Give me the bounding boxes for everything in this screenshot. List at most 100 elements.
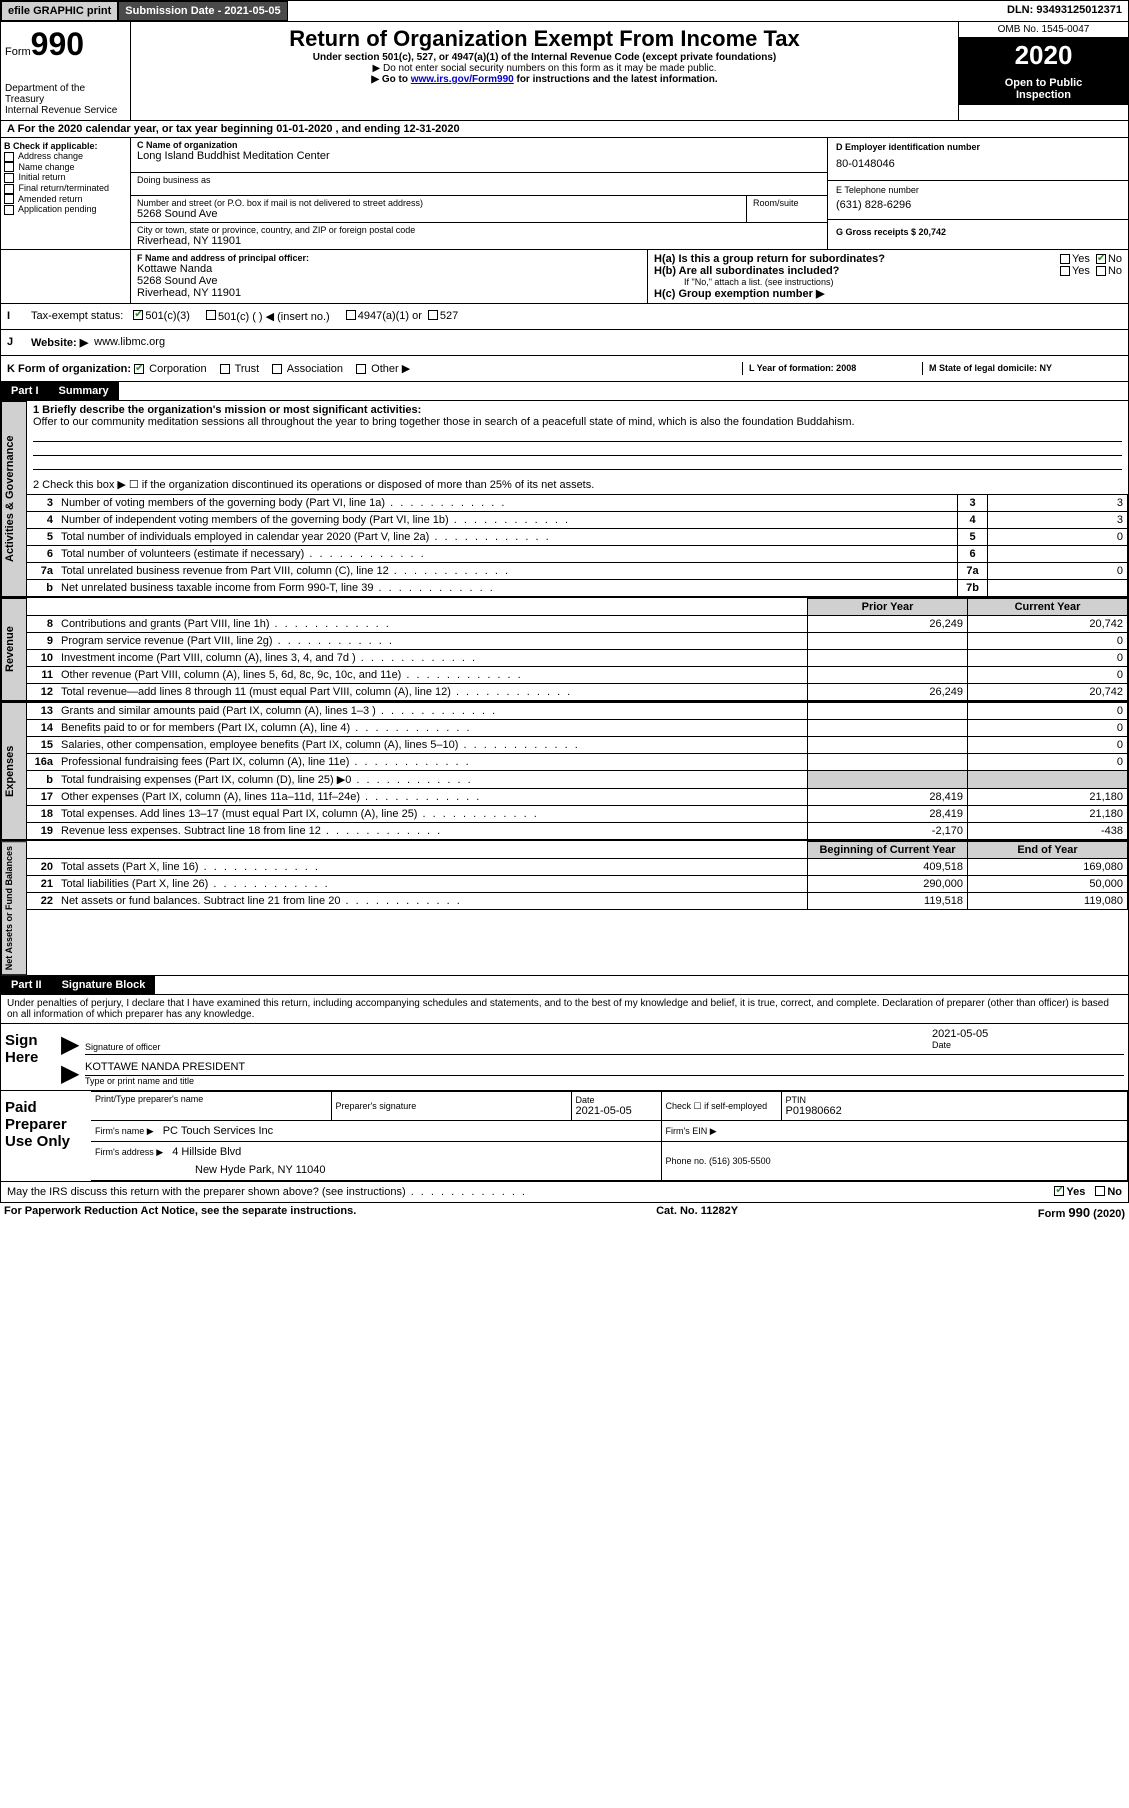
- opt-527: 527: [440, 310, 458, 323]
- tax-exempt-label: Tax-exempt status:: [31, 310, 123, 323]
- ptin-value: P01980662: [786, 1105, 1124, 1117]
- line-row: 14 Benefits paid to or for members (Part…: [27, 720, 1128, 737]
- discuss-no-checkbox[interactable]: [1095, 1186, 1105, 1196]
- 501c-checkbox[interactable]: [206, 310, 216, 320]
- part-ii-declaration: Under penalties of perjury, I declare th…: [0, 995, 1129, 1024]
- officer-addr2: Riverhead, NY 11901: [137, 287, 641, 299]
- open-to-public: Open to Public Inspection: [959, 73, 1128, 105]
- go-to-suffix: for instructions and the latest informat…: [514, 74, 718, 85]
- line-row: 19 Revenue less expenses. Subtract line …: [27, 823, 1128, 840]
- firm-addr-label: Firm's address ▶: [95, 1147, 163, 1157]
- line-row: 20 Total assets (Part X, line 16) 409,51…: [27, 859, 1128, 876]
- website-label: Website: ▶: [31, 336, 88, 349]
- efile-print-button[interactable]: efile GRAPHIC print: [1, 1, 118, 21]
- hdr-beg: Beginning of Current Year: [808, 842, 968, 859]
- city-value: Riverhead, NY 11901: [137, 235, 821, 247]
- ptin-label: PTIN: [786, 1095, 1124, 1105]
- ha-yes-checkbox[interactable]: [1060, 254, 1070, 264]
- 501c3-checkbox[interactable]: [133, 310, 143, 320]
- sign-here-block: Sign Here ▶▶ Signature of officer 2021-0…: [0, 1024, 1129, 1091]
- part-ii-num: Part II: [1, 976, 52, 994]
- vert-exp-label: Expenses: [1, 702, 27, 840]
- h-note: If "No," attach a list. (see instruction…: [654, 277, 1122, 287]
- sig-officer-label: Signature of officer: [85, 1042, 924, 1052]
- firm-name: PC Touch Services Inc: [163, 1125, 273, 1137]
- b-opt-0-checkbox[interactable]: [4, 152, 14, 162]
- sign-here-label: Sign Here: [1, 1024, 61, 1090]
- firm-ein-label: Firm's EIN ▶: [666, 1126, 717, 1136]
- 527-checkbox[interactable]: [428, 310, 438, 320]
- b-opt-1-checkbox[interactable]: [4, 162, 14, 172]
- firm-phone: Phone no. (516) 305-5500: [666, 1156, 771, 1166]
- section-k-label: K Form of organization:: [7, 363, 131, 375]
- b-opt-5-checkbox[interactable]: [4, 205, 14, 215]
- assoc-checkbox[interactable]: [272, 364, 282, 374]
- trust-checkbox[interactable]: [220, 364, 230, 374]
- hc-label: H(c) Group exemption number ▶: [654, 287, 1122, 300]
- corp-checkbox[interactable]: [134, 364, 144, 374]
- vert-net-label: Net Assets or Fund Balances: [1, 841, 27, 975]
- b-opt-2-checkbox[interactable]: [4, 173, 14, 183]
- hdr-end: End of Year: [968, 842, 1128, 859]
- main-title: Return of Organization Exempt From Incom…: [135, 26, 954, 52]
- section-a-text: A For the 2020 calendar year, or tax yea…: [7, 123, 460, 135]
- vert-ag-label: Activities & Governance: [1, 401, 27, 597]
- line-row: 13 Grants and similar amounts paid (Part…: [27, 703, 1128, 720]
- ein-label: D Employer identification number: [836, 142, 1120, 152]
- ha-no-checkbox[interactable]: [1096, 254, 1106, 264]
- opt-501c: 501(c) ( ) ◀ (insert no.): [218, 310, 330, 323]
- line-row: b Total fundraising expenses (Part IX, c…: [27, 771, 1128, 789]
- line-row: 12 Total revenue—add lines 8 through 11 …: [27, 684, 1128, 701]
- room-label: Room/suite: [753, 198, 821, 208]
- firm-addr2: New Hyde Park, NY 11040: [95, 1158, 657, 1176]
- sign-date: 2021-05-05: [932, 1028, 1124, 1040]
- section-b: B Check if applicable: Address change Na…: [1, 138, 131, 249]
- b-opt-3-checkbox[interactable]: [4, 184, 14, 194]
- section-b-option: Application pending: [4, 204, 127, 215]
- b-opt-4-checkbox[interactable]: [4, 194, 14, 204]
- part-i-title: Summary: [49, 382, 119, 400]
- section-b-option: Name change: [4, 162, 127, 173]
- officer-addr1: 5268 Sound Ave: [137, 275, 641, 287]
- inspect-line2: Inspection: [963, 89, 1124, 101]
- hb-label: H(b) Are all subordinates included?: [654, 265, 1060, 277]
- org-name: Long Island Buddhist Meditation Center: [137, 150, 821, 162]
- line-row: 15 Salaries, other compensation, employe…: [27, 737, 1128, 754]
- netassets-block: Net Assets or Fund Balances Beginning of…: [0, 841, 1129, 976]
- subtitle-3: ▶ Go to www.irs.gov/Form990 for instruct…: [135, 74, 954, 85]
- section-c-label: C Name of organization: [137, 140, 821, 150]
- part-ii-title: Signature Block: [52, 976, 156, 994]
- hb-yes-checkbox[interactable]: [1060, 266, 1070, 276]
- section-f-label: F Name and address of principal officer:: [137, 253, 641, 263]
- 4947-checkbox[interactable]: [346, 310, 356, 320]
- opt-other: Other ▶: [371, 363, 410, 375]
- section-f: F Name and address of principal officer:…: [131, 250, 648, 303]
- other-checkbox[interactable]: [356, 364, 366, 374]
- ag-row: 3 Number of voting members of the govern…: [27, 495, 1128, 512]
- ein-value: 80-0148046: [836, 152, 1120, 176]
- inspect-line1: Open to Public: [963, 77, 1124, 89]
- ag-row: b Net unrelated business taxable income …: [27, 580, 1128, 597]
- line-row: 22 Net assets or fund balances. Subtract…: [27, 893, 1128, 910]
- hb-no: No: [1108, 265, 1122, 277]
- hb-no-checkbox[interactable]: [1096, 266, 1106, 276]
- line-row: 16a Professional fundraising fees (Part …: [27, 754, 1128, 771]
- firm-name-label: Firm's name ▶: [95, 1126, 154, 1136]
- section-b-option: Final return/terminated: [4, 183, 127, 194]
- ha-yes: Yes: [1072, 253, 1090, 265]
- line-row: 11 Other revenue (Part VIII, column (A),…: [27, 667, 1128, 684]
- year-formation: L Year of formation: 2008: [749, 363, 856, 373]
- section-b-option: Initial return: [4, 172, 127, 183]
- irs-link[interactable]: www.irs.gov/Form990: [411, 74, 514, 85]
- prep-date-label: Date: [576, 1095, 657, 1105]
- section-a: A For the 2020 calendar year, or tax yea…: [0, 121, 1129, 138]
- sections-f-h: F Name and address of principal officer:…: [0, 250, 1129, 304]
- discuss-yes-checkbox[interactable]: [1054, 1186, 1064, 1196]
- opt-501c3: 501(c)(3): [145, 310, 190, 323]
- phone-label: E Telephone number: [836, 185, 1120, 195]
- part-i-num: Part I: [1, 382, 49, 400]
- sign-date-label: Date: [932, 1040, 1124, 1050]
- gross-receipts: G Gross receipts $ 20,742: [836, 227, 946, 237]
- dba-label: Doing business as: [137, 175, 821, 185]
- line-row: 18 Total expenses. Add lines 13–17 (must…: [27, 806, 1128, 823]
